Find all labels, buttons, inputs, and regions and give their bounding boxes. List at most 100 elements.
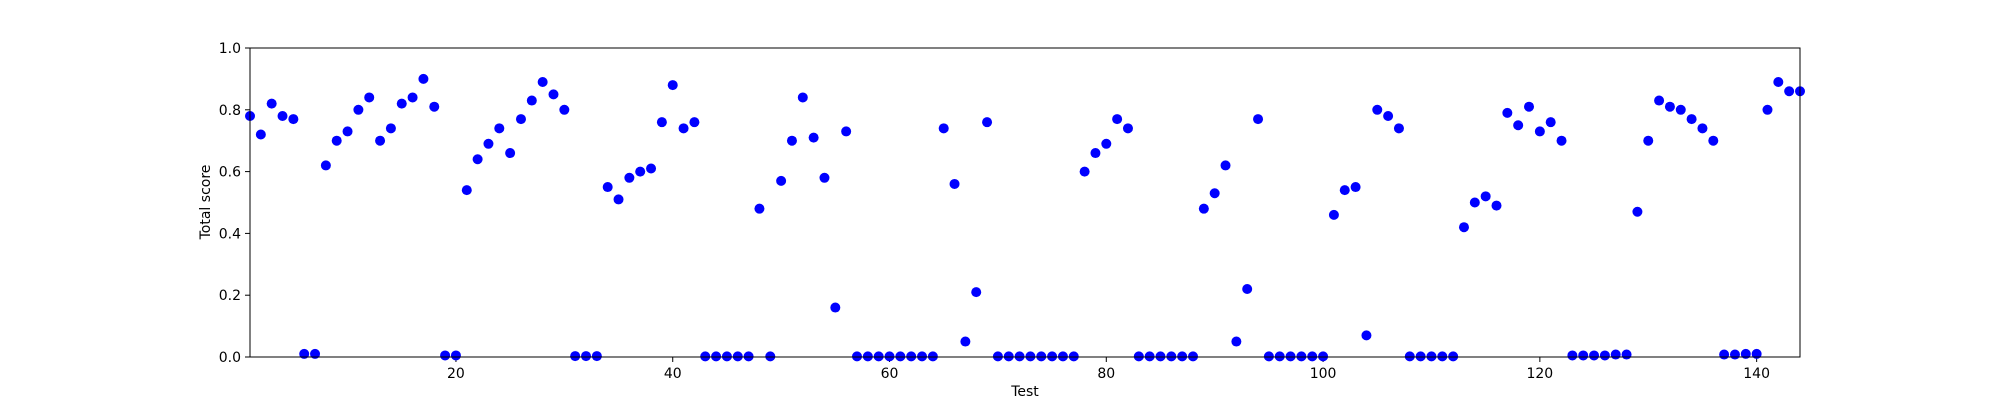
data-point [515, 114, 526, 125]
data-point [602, 182, 613, 193]
data-point [1025, 351, 1036, 362]
data-point [732, 351, 743, 362]
data-point [765, 351, 776, 362]
data-point [1773, 76, 1784, 87]
data-point [310, 348, 321, 359]
data-point [1610, 349, 1621, 360]
data-point [1697, 123, 1708, 134]
data-point [1784, 86, 1795, 97]
data-point [1751, 348, 1762, 359]
data-point [1339, 185, 1350, 196]
data-point [548, 89, 559, 100]
data-point [559, 104, 570, 115]
plot-area [250, 48, 1800, 357]
x-tick-label: 120 [1526, 366, 1553, 382]
data-point [1198, 203, 1209, 214]
data-point [375, 135, 386, 146]
data-point [1567, 350, 1578, 361]
data-point [418, 73, 429, 84]
data-point [1448, 351, 1459, 362]
data-points [245, 73, 1805, 362]
data-point [1307, 351, 1318, 362]
data-point [895, 351, 906, 362]
data-point [1318, 351, 1329, 362]
data-point [906, 351, 917, 362]
data-point [1458, 222, 1469, 233]
data-point [299, 348, 310, 359]
data-point [1383, 110, 1394, 121]
data-point [656, 117, 667, 128]
data-point [1047, 351, 1058, 362]
data-point [1556, 135, 1567, 146]
data-point [1404, 351, 1415, 362]
data-point [407, 92, 418, 103]
data-point [581, 351, 592, 362]
plot-frame [249, 47, 1801, 358]
data-point [1729, 349, 1740, 360]
y-tick-label: 1.0 [219, 41, 241, 57]
data-point [1675, 104, 1686, 115]
data-point [808, 132, 819, 143]
data-point [288, 114, 299, 125]
data-point [505, 148, 516, 159]
data-point [1632, 206, 1643, 217]
data-point [364, 92, 375, 103]
data-point [635, 166, 646, 177]
data-point [1155, 351, 1166, 362]
data-point [331, 135, 342, 146]
data-point [917, 351, 928, 362]
data-point [1014, 351, 1025, 362]
data-point [591, 351, 602, 362]
data-point [841, 126, 852, 137]
data-point [1231, 336, 1242, 347]
y-tick-label: 0.0 [219, 350, 241, 366]
data-point [1469, 197, 1480, 208]
data-point [440, 350, 451, 361]
data-point [1079, 166, 1090, 177]
data-point [1285, 351, 1296, 362]
data-point [1393, 123, 1404, 134]
data-point [646, 163, 657, 174]
data-point [1253, 114, 1264, 125]
data-point [1762, 104, 1773, 115]
data-point [1708, 135, 1719, 146]
data-point [1502, 107, 1513, 118]
data-point [1686, 114, 1697, 125]
data-point [949, 178, 960, 189]
data-point [1589, 350, 1600, 361]
data-point [342, 126, 353, 137]
data-point [1003, 351, 1014, 362]
data-point [1664, 101, 1675, 112]
data-point [754, 203, 765, 214]
data-point [721, 351, 732, 362]
y-axis: 0.0 0.2 0.4 0.6 0.8 1.0 [219, 41, 250, 366]
data-point [1036, 351, 1047, 362]
data-point [1643, 135, 1654, 146]
data-point [385, 123, 396, 134]
data-point [786, 135, 797, 146]
data-point [960, 336, 971, 347]
data-point [1524, 101, 1535, 112]
data-point [1133, 351, 1144, 362]
data-point [1480, 191, 1491, 202]
x-tick-label: 40 [664, 366, 682, 382]
data-point [1144, 351, 1155, 362]
data-point [1122, 123, 1133, 134]
data-point [1740, 348, 1751, 359]
x-tick-label: 100 [1310, 366, 1337, 382]
data-point [1068, 351, 1079, 362]
data-point [1274, 351, 1285, 362]
data-point [1654, 95, 1665, 106]
data-point [613, 194, 624, 205]
data-point [1437, 351, 1448, 362]
data-point [1188, 351, 1199, 362]
data-point [884, 351, 895, 362]
data-point [982, 117, 993, 128]
data-point [277, 110, 288, 121]
data-point [483, 138, 494, 149]
data-point [461, 185, 472, 196]
data-point [1361, 330, 1372, 341]
data-point [1426, 351, 1437, 362]
data-point [1599, 350, 1610, 361]
